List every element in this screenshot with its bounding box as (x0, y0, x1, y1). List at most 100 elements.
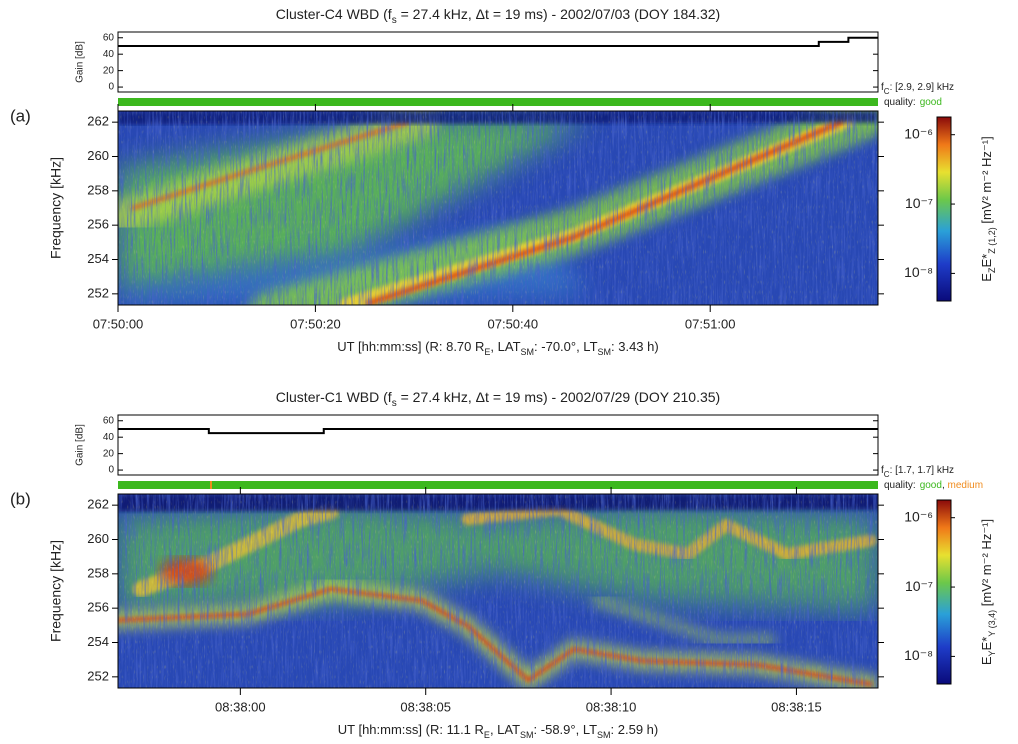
colorbar-label-part: E (979, 656, 994, 665)
quality-name: medium (948, 480, 984, 491)
chart-title-part: Cluster-C1 WBD (f (276, 389, 392, 405)
y-tick-label: 258 (87, 565, 109, 580)
y-tick-label: 258 (87, 182, 109, 197)
cutoff-annotation: fC: [1.7, 1.7] kHz (881, 465, 954, 479)
gain-line (118, 427, 878, 435)
quality-bar (118, 98, 878, 106)
chart-title-part: Cluster-C4 WBD (f (276, 6, 392, 22)
x-axis-label: UT [hh:mm:ss] (R: 11.1 RE, LATSM: -58.9°… (338, 722, 658, 740)
y-tick-label: 260 (87, 531, 109, 546)
cutoff-annotation-part: C (884, 470, 890, 479)
cutoff-annotation-part: f (881, 465, 884, 476)
cutoff-annotation-part: f (881, 82, 884, 93)
x-tick-label: 08:38:15 (771, 699, 822, 714)
y-tick-label: 262 (87, 114, 109, 129)
cutoff-annotation-part: : [1.7, 1.7] kHz (890, 465, 954, 476)
y-tick-label: 262 (87, 497, 109, 512)
chart-title-part: s (392, 15, 397, 26)
y-tick-label: 60 (103, 32, 115, 43)
y-tick-label: 40 (103, 49, 115, 60)
colorbar-tick-label: 10⁻⁸ (904, 647, 933, 663)
x-axis-label-part: SM (598, 347, 612, 357)
chart-title: Cluster-C1 WBD (fs = 27.4 kHz, Δt = 19 m… (276, 389, 720, 409)
quality-legend: quality: good (884, 97, 942, 108)
spectrogram-frame (117, 493, 879, 689)
x-axis-label-part: : 3.43 h) (611, 339, 659, 354)
y-tick-label: 254 (87, 634, 109, 649)
x-tick-label: 07:50:00 (93, 316, 144, 331)
quality-name: good (920, 480, 942, 491)
quality-label: quality: (884, 97, 916, 108)
colorbar-label-part: E* (979, 637, 994, 651)
quality-label: quality: (884, 480, 916, 491)
colorbar-label-part: [mV² m⁻² Hz⁻¹] (979, 519, 994, 610)
noise-specks (118, 111, 878, 305)
y-tick-label: 0 (108, 465, 114, 476)
y-tick-label: 254 (87, 251, 109, 266)
colorbar-label: EYE*Y (3,4) [mV² m⁻² Hz⁻¹] (979, 519, 997, 665)
colorbar-tick-label: 10⁻⁶ (904, 508, 933, 524)
y-tick-label: 40 (103, 432, 115, 443)
x-axis-label-part: E (484, 730, 490, 740)
x-axis-label-part: , LAT (490, 722, 520, 737)
x-tick-label: 08:38:00 (215, 699, 266, 714)
x-axis-label-part: : -70.0°, LT (534, 339, 598, 354)
y-tick-label: 256 (87, 600, 109, 615)
spectrogram (118, 494, 878, 688)
colorbar-label-part: E (979, 273, 994, 282)
x-tick-label: 08:38:10 (586, 699, 637, 714)
y-axis-label: Frequency [kHz] (48, 157, 64, 259)
quality-separator: , (942, 480, 948, 491)
x-axis-label-part: , LAT (490, 339, 520, 354)
gain-frame (117, 414, 879, 476)
y-tick-label: 256 (87, 217, 109, 232)
chart-title-part: = 27.4 kHz, Δt = 19 ms) - 2002/07/29 (DO… (397, 389, 720, 405)
chart-title-part: = 27.4 kHz, Δt = 19 ms) - 2002/07/03 (DO… (397, 6, 720, 22)
quality-legend: quality: good, medium (884, 480, 983, 491)
quality-flag (210, 481, 212, 489)
gain-frame (117, 31, 879, 93)
y-axis-label: Gain [dB] (75, 424, 86, 466)
colorbar-label-part: E* (979, 254, 994, 268)
colorbar-tick-label: 10⁻⁷ (905, 578, 933, 594)
quality-name: good (920, 97, 942, 108)
spectrogram (118, 111, 878, 305)
cutoff-annotation: fC: [2.9, 2.9] kHz (881, 82, 954, 96)
y-axis-label: Gain [dB] (75, 41, 86, 83)
cutoff-annotation-part: C (884, 87, 890, 96)
y-tick-label: 60 (103, 415, 115, 426)
colorbar-tick-label: 10⁻⁸ (904, 264, 933, 280)
quality-bar (118, 481, 878, 489)
x-axis-label-part: UT [hh:mm:ss] (R: 8.70 R (337, 339, 484, 354)
colorbar-label-part: Z (1,2) (987, 227, 997, 254)
x-axis-label-part: UT [hh:mm:ss] (R: 11.1 R (338, 722, 484, 737)
cutoff-annotation-part: : [2.9, 2.9] kHz (890, 82, 954, 93)
y-tick-label: 252 (87, 285, 109, 300)
colorbar (936, 116, 952, 302)
x-tick-label: 07:50:20 (290, 316, 341, 331)
colorbar (936, 499, 952, 685)
x-tick-label: 07:50:40 (488, 316, 539, 331)
colorbar-tick-label: 10⁻⁶ (904, 125, 933, 141)
x-axis-label: UT [hh:mm:ss] (R: 8.70 RE, LATSM: -70.0°… (337, 339, 658, 357)
x-axis-label-part: SM (521, 347, 535, 357)
y-tick-label: 252 (87, 668, 109, 683)
colorbar-label-part: Y (987, 650, 997, 656)
colorbar-tick-label: 10⁻⁷ (905, 195, 933, 211)
x-axis-label-part: SM (520, 730, 534, 740)
chart-title-part: s (392, 398, 397, 409)
y-tick-label: 20 (103, 65, 115, 76)
y-tick-label: 20 (103, 448, 115, 459)
colorbar-label-part: [mV² m⁻² Hz⁻¹] (979, 136, 994, 227)
x-tick-label: 08:38:05 (400, 699, 451, 714)
spectrogram-frame (117, 110, 879, 306)
colorbar-label-part: Y (3,4) (987, 610, 997, 637)
y-tick-label: 260 (87, 148, 109, 163)
panel-label: (a) (10, 106, 31, 125)
colorbar-label-part: Z (987, 267, 997, 273)
colorbar-label: EZE*Z (1,2) [mV² m⁻² Hz⁻¹] (979, 136, 997, 281)
chart-title: Cluster-C4 WBD (fs = 27.4 kHz, Δt = 19 m… (276, 6, 720, 26)
x-axis-label-part: SM (597, 730, 611, 740)
x-axis-label-part: : -58.9°, LT (534, 722, 598, 737)
